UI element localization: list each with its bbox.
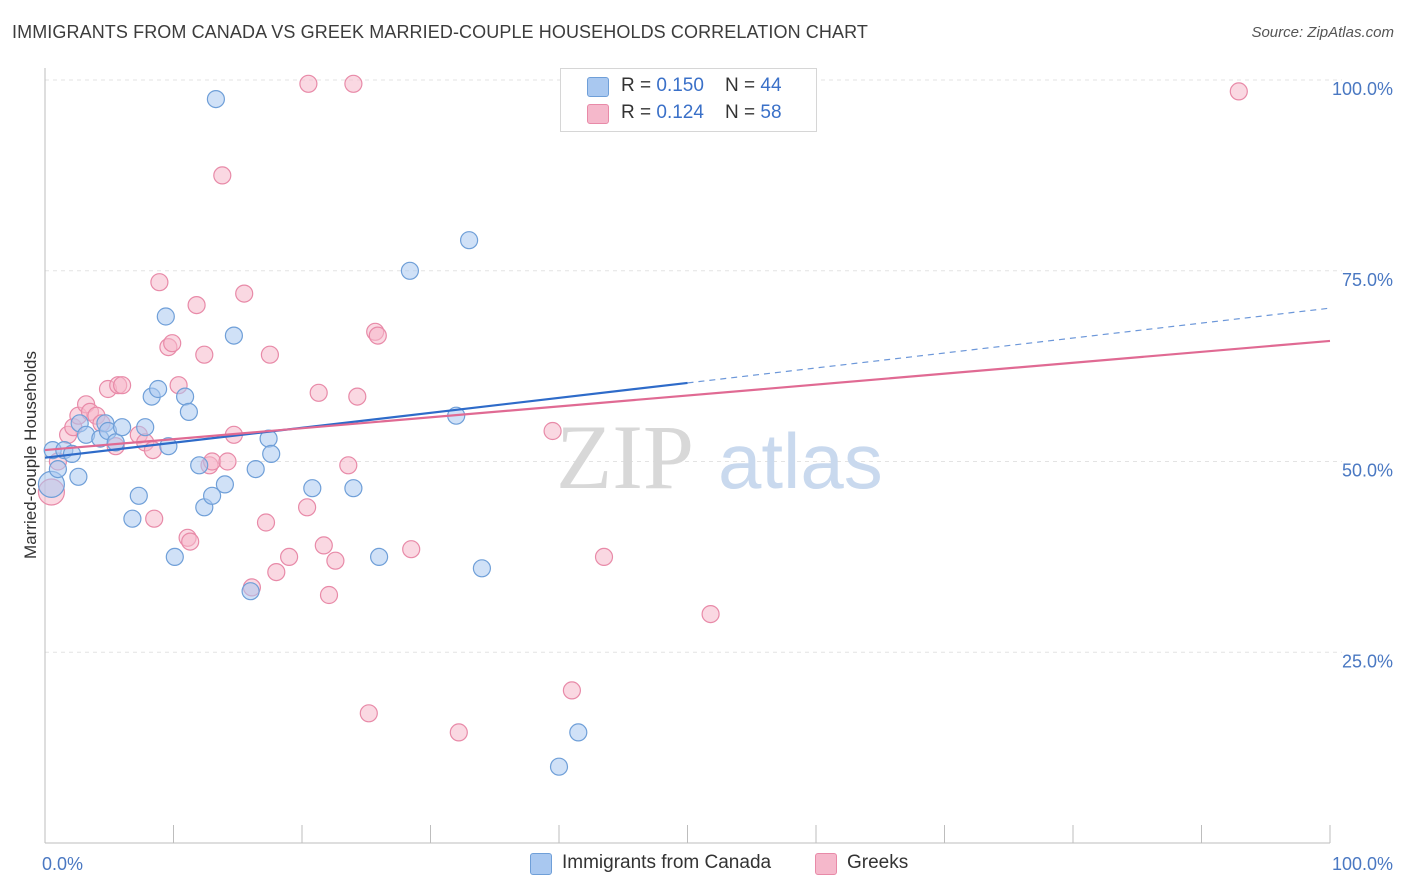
canada-point-12 xyxy=(112,418,132,437)
canada-r-label: R = xyxy=(621,75,657,96)
y-tick-label-100: 100.0% xyxy=(1332,79,1393,99)
greeks-point-22 xyxy=(181,532,200,551)
greeks-point-30 xyxy=(235,284,254,303)
canada-point-40 xyxy=(549,757,569,776)
greeks-trendline xyxy=(44,339,1331,452)
canada-trendline xyxy=(44,381,688,459)
x-tick-label-max: 100.0% xyxy=(1332,854,1393,874)
canada-trendline-extension xyxy=(687,307,1331,384)
greeks-point-36 xyxy=(298,498,317,517)
canada-point-28 xyxy=(224,326,243,345)
greeks-point-39 xyxy=(314,536,333,555)
greeks-point-27 xyxy=(213,166,232,185)
greeks-legend-swatch xyxy=(815,853,837,875)
watermark-zip: ZIP xyxy=(556,406,694,508)
greeks-r-value: 0.124 xyxy=(656,102,704,123)
canada-point-14 xyxy=(129,486,148,505)
canada-point-32 xyxy=(262,444,281,463)
canada-point-41 xyxy=(569,723,588,742)
watermark-atlas: atlas xyxy=(718,417,883,505)
correlation-legend: R = 0.150 N = 44 R = 0.124 N = 58 xyxy=(560,68,817,132)
watermark: ZIP atlas xyxy=(556,406,883,508)
greeks-point-34 xyxy=(267,562,286,582)
greeks-point-49 xyxy=(449,723,468,742)
greeks-point-32 xyxy=(256,513,276,532)
greeks-point-37 xyxy=(299,74,318,93)
canada-swatch xyxy=(587,77,609,97)
greeks-point-40 xyxy=(319,585,339,605)
canada-point-23 xyxy=(190,456,209,475)
chart-title: IMMIGRANTS FROM CANADA VS GREEK MARRIED-… xyxy=(12,22,868,42)
trendlines xyxy=(44,307,1331,459)
canada-point-34 xyxy=(344,479,363,498)
canada-point-2 xyxy=(48,460,68,479)
greeks-point-45 xyxy=(359,704,378,723)
canada-n-label: N = xyxy=(725,75,761,96)
greeks-point-23 xyxy=(187,296,206,315)
canada-point-29 xyxy=(241,582,260,601)
greeks-point-28 xyxy=(218,452,237,471)
canada-n-value: 44 xyxy=(760,75,782,96)
canada-point-39 xyxy=(472,559,491,578)
canada-point-13 xyxy=(123,509,142,528)
greeks-n-label: N = xyxy=(725,102,761,123)
canada-point-19 xyxy=(156,307,175,326)
canada-point-20 xyxy=(165,547,184,567)
greeks-point-41 xyxy=(326,551,345,570)
greeks-n-value: 58 xyxy=(760,102,782,123)
canada-point-38 xyxy=(460,231,479,250)
canada-point-36 xyxy=(400,261,419,280)
greeks-point-53 xyxy=(701,604,720,624)
canada-r-value: 0.150 xyxy=(656,75,704,96)
canada-point-25 xyxy=(203,486,222,505)
greeks-point-24 xyxy=(195,345,214,364)
gridlines xyxy=(45,79,1342,653)
canada-point-33 xyxy=(303,479,322,498)
greeks-point-12 xyxy=(112,376,132,395)
greeks-point-50 xyxy=(543,421,562,441)
y-axis-label: Married-couple Households xyxy=(21,351,40,559)
greeks-point-35 xyxy=(280,547,299,567)
greeks-point-55 xyxy=(1229,82,1248,101)
canada-legend-label: Immigrants from Canada xyxy=(562,852,772,873)
greeks-r-label: R = xyxy=(621,102,657,123)
axes xyxy=(44,68,1331,844)
canada-point-15 xyxy=(136,418,155,437)
greeks-point-43 xyxy=(344,74,363,93)
greeks-point-51 xyxy=(562,681,582,700)
canada-point-21 xyxy=(176,387,195,406)
greeks-points xyxy=(37,74,1248,742)
greeks-swatch xyxy=(587,104,609,124)
greeks-point-33 xyxy=(260,345,279,364)
greeks-legend-label: Greeks xyxy=(847,852,909,873)
canada-point-22 xyxy=(179,402,198,421)
y-tick-label-25: 25.0% xyxy=(1342,651,1393,671)
x-tick-label-min: 0.0% xyxy=(42,854,83,874)
canada-point-26 xyxy=(206,89,225,109)
canada-points xyxy=(37,74,697,776)
greeks-point-48 xyxy=(402,540,421,559)
canada-point-17 xyxy=(149,379,168,399)
greeks-point-16 xyxy=(145,509,164,528)
canada-point-30 xyxy=(246,460,265,479)
canada-legend-swatch xyxy=(530,853,552,875)
y-tick-label-50: 50.0% xyxy=(1342,461,1393,481)
greeks-point-38 xyxy=(309,383,328,402)
canada-point-35 xyxy=(370,547,389,567)
canada-point-5 xyxy=(69,467,88,486)
greeks-point-19 xyxy=(163,334,182,353)
greeks-point-52 xyxy=(594,547,614,567)
chart-source: Source: ZipAtlas.com xyxy=(1251,24,1394,41)
y-tick-label-75: 75.0% xyxy=(1342,270,1393,290)
greeks-point-17 xyxy=(150,273,169,292)
greeks-point-44 xyxy=(348,387,367,406)
y-tick-labels: 25.0% 50.0% 75.0% 100.0% xyxy=(1332,79,1393,671)
greeks-point-42 xyxy=(339,456,358,475)
canada-point-27 xyxy=(215,475,234,494)
greeks-point-47 xyxy=(368,326,387,345)
